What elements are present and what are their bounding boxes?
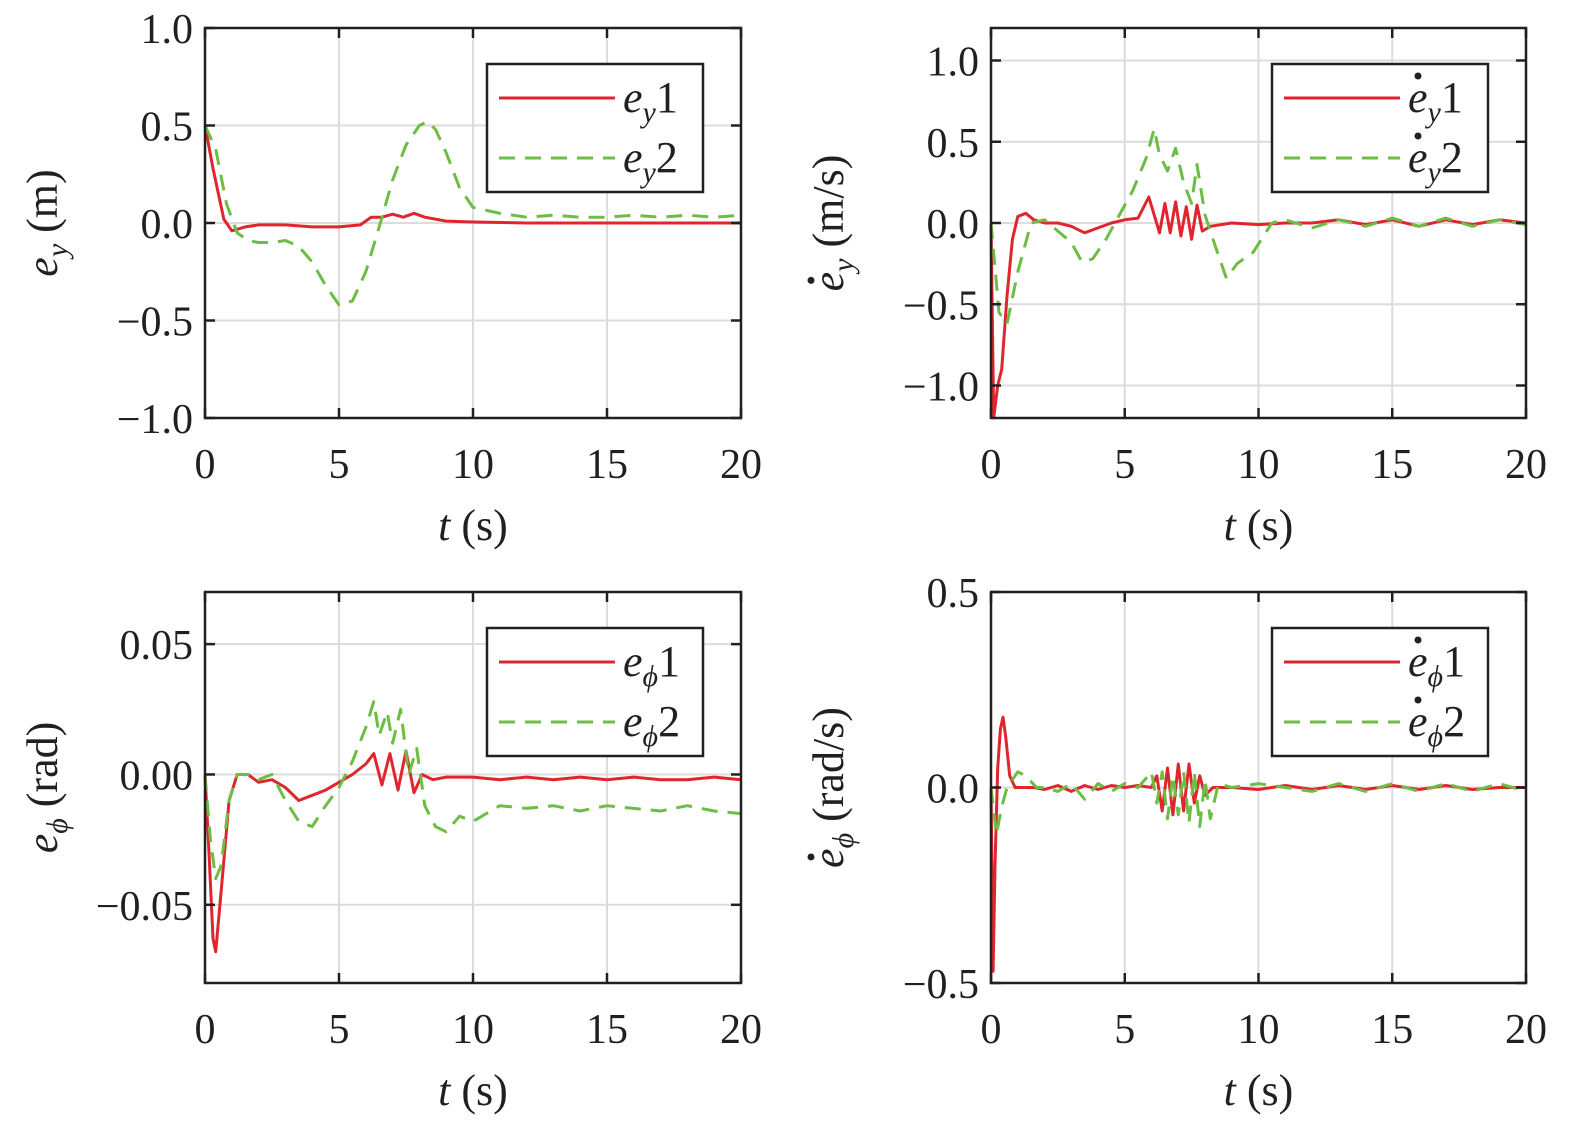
y-axis-label: ey (m) bbox=[18, 169, 74, 276]
y-tick-label: −0.5 bbox=[903, 283, 979, 329]
legend-dot-2 bbox=[1414, 132, 1422, 140]
legend-dot-2 bbox=[1414, 696, 1422, 704]
x-tick-label: 5 bbox=[329, 442, 350, 488]
y-axis-label: eϕ (rad/s) bbox=[804, 707, 860, 868]
legend-box bbox=[485, 62, 705, 194]
series-line-2 bbox=[989, 770, 1527, 836]
y-tick-label: 0.0 bbox=[927, 767, 980, 813]
x-tick-label: 15 bbox=[1371, 442, 1413, 488]
x-tick-label: 10 bbox=[452, 442, 494, 488]
x-tick-label: 5 bbox=[1114, 442, 1135, 488]
legend-label-2: eϕ2 bbox=[623, 697, 680, 753]
x-tick-label: 20 bbox=[1505, 1007, 1547, 1053]
x-tick-label: 5 bbox=[329, 1007, 350, 1053]
y-tick-label: −0.5 bbox=[117, 300, 193, 346]
x-tick-label: 10 bbox=[452, 1007, 494, 1053]
x-tick-label: 15 bbox=[1371, 1007, 1413, 1053]
x-tick-label: 20 bbox=[720, 442, 762, 488]
legend-dot-1 bbox=[1414, 636, 1422, 644]
legend-box bbox=[1270, 626, 1490, 758]
x-tick-label: 0 bbox=[195, 1007, 216, 1053]
legend-dot-1 bbox=[1414, 72, 1422, 80]
x-tick-label: 15 bbox=[586, 442, 628, 488]
legend-label-2: ey2 bbox=[623, 133, 678, 189]
y-tick-label: −1.0 bbox=[117, 397, 193, 443]
y-tick-label: −0.05 bbox=[96, 884, 193, 930]
x-axis-label: t (s) bbox=[1224, 501, 1294, 550]
x-tick-label: 5 bbox=[1114, 1007, 1135, 1053]
series-line-2 bbox=[203, 120, 742, 307]
legend-label-1: eϕ1 bbox=[1408, 637, 1465, 693]
subplot-ey: 0 5 10 15 20 −1.0 −0.5 0.0 0.5 1.0 t (s) ey (m) ey1e… bbox=[18, 7, 762, 550]
y-tick-label: 0.0 bbox=[927, 202, 980, 248]
y-axis-label: ey (m/s) bbox=[804, 155, 860, 292]
legend-label-1: ey1 bbox=[623, 73, 678, 129]
x-tick-label: 20 bbox=[1505, 442, 1547, 488]
series-line-1 bbox=[989, 715, 1526, 973]
legend-box bbox=[1270, 62, 1490, 194]
series-line-2 bbox=[989, 127, 1527, 326]
x-axis-label: t (s) bbox=[438, 501, 508, 550]
y-axis-label-dot bbox=[807, 853, 815, 861]
legend-label-2: ey2 bbox=[1408, 133, 1463, 189]
x-tick-label: 15 bbox=[586, 1007, 628, 1053]
y-tick-label: 1.0 bbox=[141, 7, 194, 53]
y-tick-label: 0.5 bbox=[141, 105, 194, 151]
y-tick-label: 0.5 bbox=[927, 571, 980, 617]
y-tick-label: −1.0 bbox=[903, 365, 979, 411]
x-tick-label: 0 bbox=[981, 1007, 1002, 1053]
y-tick-label: 0.05 bbox=[120, 623, 194, 669]
x-tick-label: 20 bbox=[720, 1007, 762, 1053]
y-tick-label: 0.0 bbox=[141, 202, 194, 248]
y-axis-label: eϕ (rad) bbox=[18, 722, 74, 854]
subplot-ey-dot: 0 5 10 15 20 −1.0 −0.5 0.0 0.5 1.0 t (s) ey (m/s) ey… bbox=[804, 26, 1547, 550]
y-axis-label-dot bbox=[807, 276, 815, 284]
x-tick-label: 0 bbox=[981, 442, 1002, 488]
x-tick-label: 10 bbox=[1238, 442, 1280, 488]
legend-label-1: eϕ1 bbox=[623, 637, 680, 693]
y-tick-label: 0.00 bbox=[120, 753, 194, 799]
x-tick-label: 10 bbox=[1238, 1007, 1280, 1053]
y-tick-label: −0.5 bbox=[903, 962, 979, 1008]
x-axis-label: t (s) bbox=[438, 1066, 508, 1115]
y-tick-label: 1.0 bbox=[927, 40, 980, 86]
series-line-2 bbox=[203, 700, 742, 881]
legend-label-1: ey1 bbox=[1408, 73, 1463, 129]
x-axis-label: t (s) bbox=[1224, 1066, 1294, 1115]
legend-label-2: eϕ2 bbox=[1408, 697, 1465, 753]
legend-box bbox=[485, 626, 705, 758]
x-tick-label: 0 bbox=[195, 442, 216, 488]
y-tick-label: 0.5 bbox=[927, 121, 980, 167]
